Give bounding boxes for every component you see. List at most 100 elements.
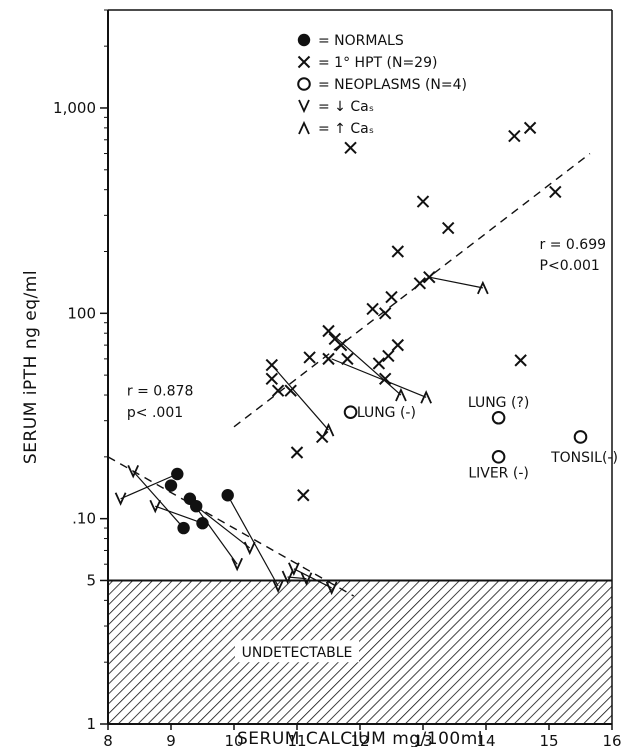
hpt-point <box>303 351 316 364</box>
y-tick-label: .10 <box>72 510 96 528</box>
legend-marker-v <box>298 99 310 114</box>
low-ca-point <box>272 579 284 594</box>
hpt-point <box>366 302 379 316</box>
legend-entry: = NORMALS <box>318 33 404 49</box>
undetectable-region <box>108 580 612 724</box>
normal-point <box>190 499 203 513</box>
neoplasm-label: LIVER (-) <box>468 465 529 481</box>
x-tick-label: 15 <box>539 732 558 747</box>
hpt-point <box>271 384 285 397</box>
x-tick-label: 13 <box>413 732 432 747</box>
normal-point <box>171 467 184 481</box>
x-tick-label: 12 <box>350 732 369 747</box>
x-tick-label: 10 <box>224 732 243 747</box>
regression-line <box>233 152 591 428</box>
hpt-point <box>508 129 521 143</box>
regression-line <box>107 456 355 597</box>
x-tick-label: 11 <box>287 732 306 747</box>
normal-point <box>196 517 209 530</box>
hpt-point <box>334 338 348 352</box>
hpt-point <box>315 430 329 444</box>
connector-line <box>331 358 427 398</box>
neoplasm-point <box>343 405 358 419</box>
low-ca-point <box>231 557 243 572</box>
connector-line <box>328 330 402 396</box>
hpt-point <box>341 352 354 366</box>
hpt-point <box>549 185 562 199</box>
legend-marker-open-circle <box>297 77 311 91</box>
x-tick-label: 16 <box>602 732 621 747</box>
hpt-point <box>416 195 430 208</box>
y-tick-label: 5 <box>86 571 96 589</box>
hpt-point <box>265 372 279 385</box>
legend-entry: = NEOPLASMS (N=4) <box>318 77 467 93</box>
low-ca-point <box>127 464 140 479</box>
hpt-point <box>344 141 357 154</box>
neoplasm-point <box>491 450 506 464</box>
correlation-stat: r = 0.699 <box>540 237 606 253</box>
hpt-point <box>423 270 436 284</box>
high-ca-point <box>395 387 407 402</box>
connector-line <box>155 505 203 524</box>
high-ca-point <box>477 280 489 295</box>
x-axis-title: SERUM CALCIUM mg/100ml <box>237 729 483 747</box>
neoplasm-point <box>491 410 506 425</box>
hpt-point <box>265 358 279 372</box>
neoplasm-label: TONSIL(-) <box>550 450 618 466</box>
x-tick-label: 14 <box>476 732 495 747</box>
hpt-point <box>378 372 392 385</box>
hpt-point <box>382 349 395 363</box>
low-ca-point <box>281 570 294 585</box>
legend-marker-x <box>297 55 311 69</box>
y-tick-label: 1,000 <box>53 99 96 117</box>
x-tick-label: 8 <box>103 732 113 747</box>
undetectable-label: UNDETECTABLE <box>242 645 353 661</box>
y-tick-label: 100 <box>67 304 96 322</box>
hpt-point <box>284 384 297 397</box>
neoplasm-label: LUNG (?) <box>468 395 529 411</box>
high-ca-point <box>322 422 335 437</box>
hpt-point <box>297 489 310 502</box>
low-ca-point <box>300 572 313 586</box>
hpt-point <box>385 290 398 304</box>
hpt-point <box>378 307 392 320</box>
hpt-point <box>441 221 455 235</box>
y-tick-label: 1 <box>86 715 96 733</box>
undetectable-label-bg <box>235 640 359 663</box>
high-ca-point <box>420 390 432 404</box>
correlation-stat: r = 0.878 <box>127 384 193 400</box>
connector-line <box>271 364 329 431</box>
neoplasm-point <box>573 430 588 444</box>
hpt-point <box>523 121 537 135</box>
correlation-stat: P<0.001 <box>540 258 600 274</box>
hpt-point <box>514 354 527 367</box>
normal-point <box>177 521 190 535</box>
hpt-point <box>322 352 335 366</box>
legend-marker-caret <box>298 120 310 135</box>
low-ca-point <box>325 581 338 596</box>
legend-marker-filled-circle <box>297 33 311 47</box>
hpt-point <box>391 338 405 352</box>
x-tick-label: 9 <box>166 732 176 747</box>
connector-line <box>227 494 279 587</box>
low-ca-point <box>288 562 300 576</box>
hpt-point <box>391 245 405 258</box>
hpt-point <box>290 446 304 459</box>
connector-line <box>195 505 251 549</box>
connector-line <box>429 276 483 289</box>
low-ca-point <box>243 541 256 556</box>
low-ca-point <box>114 492 127 506</box>
connector-line <box>132 470 185 529</box>
correlation-stat: p< .001 <box>127 405 183 421</box>
hpt-point <box>322 324 335 338</box>
connector-line <box>293 568 332 589</box>
low-ca-point <box>149 499 162 514</box>
legend-entry: = ↓ Caₛ <box>318 99 374 115</box>
connector-line <box>120 473 178 500</box>
normal-point <box>164 479 178 492</box>
normal-point <box>221 489 234 502</box>
legend-entry: = 1° HPT (N=29) <box>318 55 437 71</box>
hpt-point <box>372 357 386 370</box>
hpt-point <box>413 277 427 290</box>
